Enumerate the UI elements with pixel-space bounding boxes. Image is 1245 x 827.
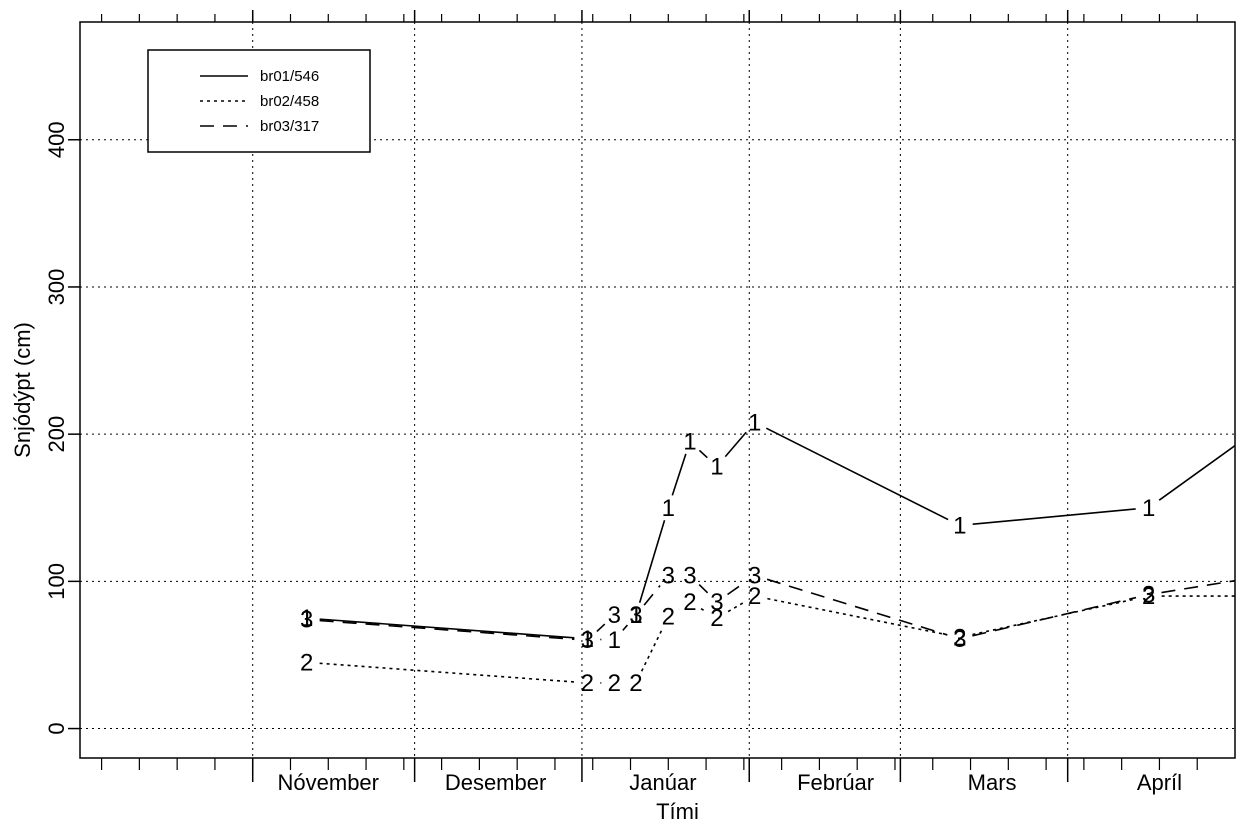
y-ticks-layer: 0 100 200 300 400: [44, 121, 80, 735]
series-line-segment: [698, 584, 709, 594]
y-tick-label: 300: [44, 269, 69, 306]
series-2: 222222222222: [300, 583, 1235, 697]
x-tick-label: Apríl: [1137, 770, 1182, 795]
series-line-segment: [622, 624, 629, 631]
data-point-marker: 2: [710, 605, 723, 632]
data-point-marker: 3: [581, 627, 594, 654]
data-point-marker: 3: [629, 602, 642, 629]
x-axis-title: Tími: [656, 799, 699, 824]
series-1: 111111111111: [300, 409, 1235, 654]
data-point-marker: 2: [748, 583, 761, 610]
series-line-segment: [724, 431, 747, 458]
data-point-marker: 1: [629, 602, 642, 629]
data-point-marker: 3: [710, 589, 723, 616]
data-point-marker: 3: [608, 602, 621, 629]
plot-border: [79, 21, 1236, 759]
series-line-segment: [640, 628, 664, 672]
x-ticks-layer: Nóvember Desember Janúar Febrúar Mars Apríl: [100, 10, 1198, 795]
series-line-segment: [972, 508, 1136, 526]
data-point-marker: 2: [1142, 583, 1155, 610]
series-layer: 111111111111222222222222333333333333: [300, 409, 1235, 697]
series-line-segment: [319, 618, 575, 639]
data-point-marker: 3: [748, 562, 761, 589]
series-3: 333333333333: [300, 562, 1235, 654]
data-point-marker: 3: [662, 562, 675, 589]
y-tick-label: 200: [44, 416, 69, 453]
series-line-segment: [972, 596, 1137, 637]
data-point-marker: 1: [608, 627, 621, 654]
series-line-segment: [765, 427, 949, 521]
data-point-marker: 2: [608, 670, 621, 697]
legend-label: br02/458: [260, 93, 319, 110]
series-line-segment: [671, 453, 687, 496]
data-point-marker: 3: [1142, 582, 1155, 609]
grid-layer: [80, 22, 1235, 758]
data-point-marker: 2: [953, 624, 966, 651]
data-point-marker: 1: [683, 429, 696, 456]
data-point-marker: 3: [300, 607, 313, 634]
data-point-marker: 2: [662, 604, 675, 631]
data-point-marker: 2: [581, 670, 594, 697]
series-line-segment: [596, 623, 606, 632]
data-point-marker: 1: [300, 605, 313, 632]
series-line-segment: [638, 519, 666, 603]
data-point-marker: 3: [953, 626, 966, 653]
data-point-marker: 2: [629, 670, 642, 697]
series-line-segment: [700, 607, 707, 613]
y-axis-title: Snjódýpt (cm): [10, 322, 35, 458]
legend-label: br01/546: [260, 68, 319, 85]
series-line-segment: [972, 598, 1137, 636]
legend-label: br03/317: [260, 118, 319, 135]
series-line-segment: [698, 449, 708, 459]
x-tick-label: Desember: [445, 770, 546, 795]
series-line-segment: [1161, 579, 1235, 594]
series-line-segment: [1158, 444, 1235, 501]
data-point-marker: 2: [300, 649, 313, 676]
series-line-segment: [643, 585, 661, 606]
data-point-marker: 1: [581, 626, 594, 653]
data-point-marker: 1: [748, 409, 761, 436]
data-point-marker: 1: [953, 512, 966, 539]
x-tick-label: Nóvember: [278, 770, 379, 795]
data-point-marker: 3: [683, 562, 696, 589]
legend: br01/546 br02/458 br03/317: [147, 49, 371, 153]
x-tick-label: Janúar: [629, 770, 696, 795]
y-tick-label: 100: [44, 563, 69, 600]
data-point-marker: 2: [683, 589, 696, 616]
y-tick-label: 400: [44, 121, 69, 158]
data-point-marker: 1: [1142, 495, 1155, 522]
series-line-segment: [727, 582, 745, 596]
x-tick-label: Febrúar: [797, 770, 874, 795]
y-tick-label: 0: [44, 722, 69, 734]
series-line-segment: [727, 601, 744, 613]
series-line-segment: [766, 578, 948, 636]
x-tick-label: Mars: [968, 770, 1017, 795]
series-line-segment: [767, 597, 948, 636]
data-point-marker: 1: [662, 495, 675, 522]
plot-frame: [79, 21, 1236, 759]
series-line-segment: [319, 619, 575, 641]
series-line-segment: [319, 662, 575, 683]
legend-box: [147, 49, 371, 153]
data-point-marker: 1: [710, 454, 723, 481]
